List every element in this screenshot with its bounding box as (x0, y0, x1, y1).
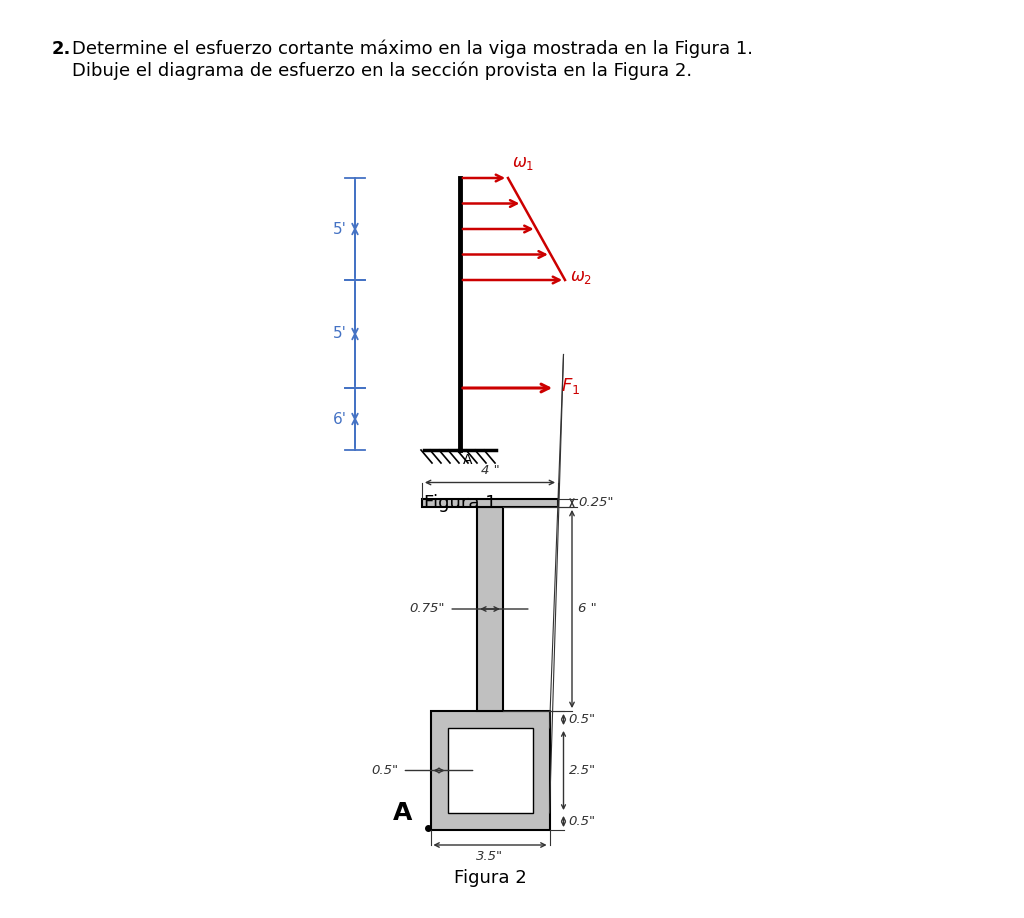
Text: 5': 5' (333, 327, 347, 341)
Text: Determine el esfuerzo cortante máximo en la viga mostrada en la Figura 1.: Determine el esfuerzo cortante máximo en… (72, 40, 753, 59)
Text: 0.5": 0.5" (568, 815, 596, 828)
Text: 0.5": 0.5" (568, 713, 596, 726)
Text: Dibuje el diagrama de esfuerzo en la sección provista en la Figura 2.: Dibuje el diagrama de esfuerzo en la sec… (72, 62, 692, 81)
Text: A: A (463, 453, 472, 467)
Text: A: A (393, 801, 413, 825)
Text: 4 ": 4 " (480, 465, 500, 477)
Text: $F_1$: $F_1$ (561, 376, 581, 396)
Text: Figura 2: Figura 2 (454, 869, 526, 887)
Text: 6': 6' (333, 411, 347, 427)
Text: $\omega_2$: $\omega_2$ (570, 268, 592, 286)
Text: $\omega_1$: $\omega_1$ (512, 154, 535, 172)
Text: 0.5": 0.5" (372, 764, 398, 777)
Text: 0.75": 0.75" (410, 602, 445, 615)
Text: Figura 1: Figura 1 (424, 494, 497, 512)
Text: 2.5": 2.5" (568, 764, 596, 777)
Text: 5': 5' (333, 221, 347, 237)
Text: 2.: 2. (52, 40, 72, 58)
Bar (430, 711, 550, 830)
Text: 0.25": 0.25" (578, 497, 613, 509)
Bar (477, 507, 503, 711)
Bar (422, 498, 558, 507)
Text: 6 ": 6 " (578, 602, 597, 615)
Text: 3.5": 3.5" (476, 850, 504, 863)
Bar (447, 728, 532, 813)
